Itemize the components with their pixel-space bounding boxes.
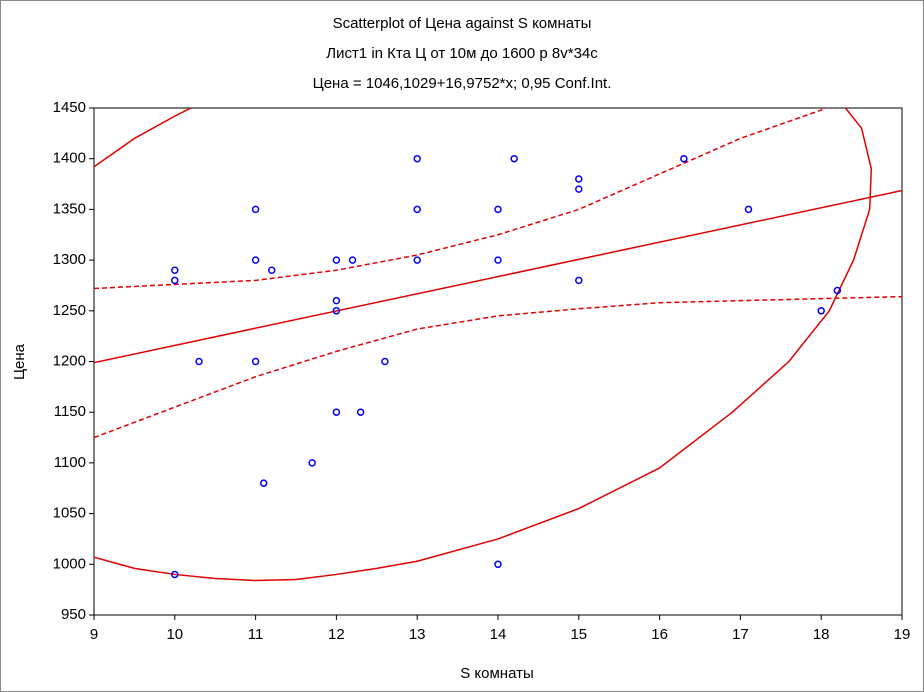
x-tick-label: 17 [732, 626, 749, 643]
x-tick-label: 10 [166, 626, 183, 643]
point [195, 357, 203, 366]
confidence-band [94, 295, 902, 439]
x-tick-label: 11 [248, 626, 264, 643]
x-tick-label: 18 [813, 626, 830, 643]
y-tick-label: 1000 [53, 555, 86, 572]
y-tick-label: 1450 [53, 99, 86, 116]
point [494, 560, 502, 569]
point [494, 256, 502, 264]
y-tick-label: 1250 [53, 302, 86, 319]
y-tick-label: 1200 [53, 352, 86, 369]
point [413, 256, 421, 264]
point [680, 154, 688, 163]
regression-line [94, 189, 902, 364]
y-axis-label: Цена [11, 343, 28, 380]
y-tick-label: 1350 [53, 200, 86, 217]
x-tick-label: 13 [409, 626, 426, 643]
point [510, 154, 518, 163]
point [332, 296, 341, 305]
x-tick-label: 19 [894, 626, 911, 643]
point [575, 175, 583, 183]
point [575, 276, 583, 285]
point [744, 205, 753, 214]
point [251, 357, 260, 366]
y-tick-label: 1400 [53, 150, 86, 167]
y-tick-label: 1050 [53, 505, 86, 522]
x-tick-label: 14 [490, 626, 507, 643]
point [494, 205, 502, 214]
confidence-band [94, 108, 829, 290]
y-tick-label: 950 [61, 606, 86, 623]
x-tick-label: 15 [570, 626, 587, 643]
chart-subtitle: Лист1 in Кта Ц от 10м до 1600 р 8v*34c [326, 45, 598, 62]
x-axis-label: S комнаты [460, 665, 534, 682]
chart-title: Scatterplot of Цена against S комнаты [333, 15, 592, 32]
point [833, 286, 842, 295]
point [413, 205, 421, 214]
ellipse [94, 108, 873, 582]
point [259, 479, 268, 487]
point [381, 357, 389, 366]
point [251, 256, 260, 264]
point [268, 266, 276, 274]
point [171, 570, 179, 579]
point [332, 256, 341, 264]
point [332, 408, 341, 416]
y-tick-label: 1300 [53, 251, 86, 268]
point [575, 185, 583, 193]
point [251, 205, 260, 214]
x-tick-label: 9 [90, 626, 98, 643]
y-tick-label: 1150 [54, 403, 86, 420]
point [332, 307, 341, 315]
x-tick-label: 12 [328, 626, 345, 643]
point [171, 266, 179, 274]
point [308, 459, 316, 467]
point [348, 256, 357, 264]
equation: Цена = 1046,1029+16,9752*x; 0,95 Conf.In… [313, 75, 612, 92]
point [171, 276, 179, 285]
y-tick-label: 1100 [54, 454, 86, 471]
point [356, 408, 365, 416]
point [413, 154, 421, 163]
ellipse [94, 108, 192, 168]
x-tick-label: 16 [651, 626, 668, 643]
point [817, 307, 825, 315]
